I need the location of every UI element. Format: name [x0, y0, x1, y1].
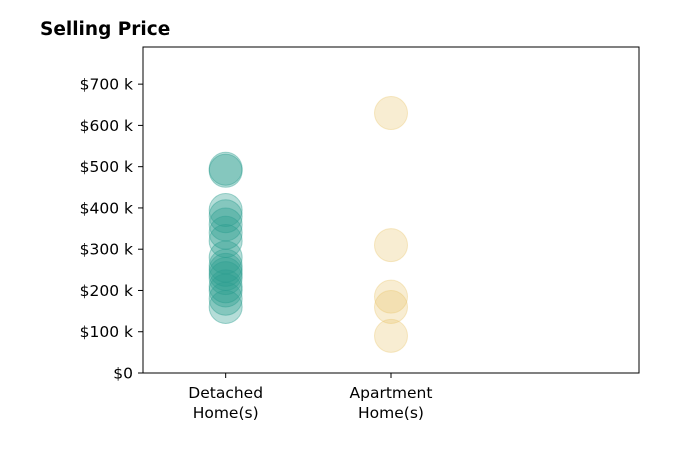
data-point — [374, 228, 408, 263]
data-point — [208, 281, 243, 316]
data-points — [208, 96, 408, 353]
data-point — [208, 199, 243, 234]
y-tick-label: $600 k — [80, 117, 133, 135]
data-point — [374, 289, 408, 324]
x-tick-label: Detached Home(s) — [188, 384, 263, 422]
data-point — [374, 96, 408, 131]
x-tick-label: Apartment Home(s) — [350, 384, 433, 422]
data-point — [208, 273, 243, 308]
data-point — [208, 256, 243, 291]
data-point — [208, 207, 243, 242]
data-point — [208, 240, 243, 275]
data-point — [208, 269, 243, 304]
data-point — [208, 223, 243, 258]
data-point — [208, 215, 243, 250]
data-point — [208, 261, 243, 296]
data-point — [208, 252, 243, 287]
data-point — [374, 318, 408, 353]
y-tick-label: $0 — [113, 365, 133, 383]
y-axis: $0 $100 k $200 k $300 k $400 k $500 k $600 k $7… — [80, 76, 143, 383]
y-tick-label: $500 k — [80, 158, 133, 176]
x-axis: Detached Home(s) Apartment Home(s) — [188, 373, 432, 422]
data-point — [208, 193, 243, 227]
y-tick-label: $200 k — [80, 282, 133, 300]
y-tick-label: $100 k — [80, 323, 133, 341]
data-point — [208, 248, 243, 283]
data-point — [208, 153, 243, 188]
data-point — [208, 151, 243, 186]
y-tick-label: $700 k — [80, 76, 133, 94]
data-point — [374, 279, 408, 314]
chart-title: Selling Price — [40, 19, 170, 40]
data-point — [208, 289, 243, 324]
y-tick-label: $400 k — [80, 199, 133, 217]
y-tick-label: $300 k — [80, 241, 133, 259]
